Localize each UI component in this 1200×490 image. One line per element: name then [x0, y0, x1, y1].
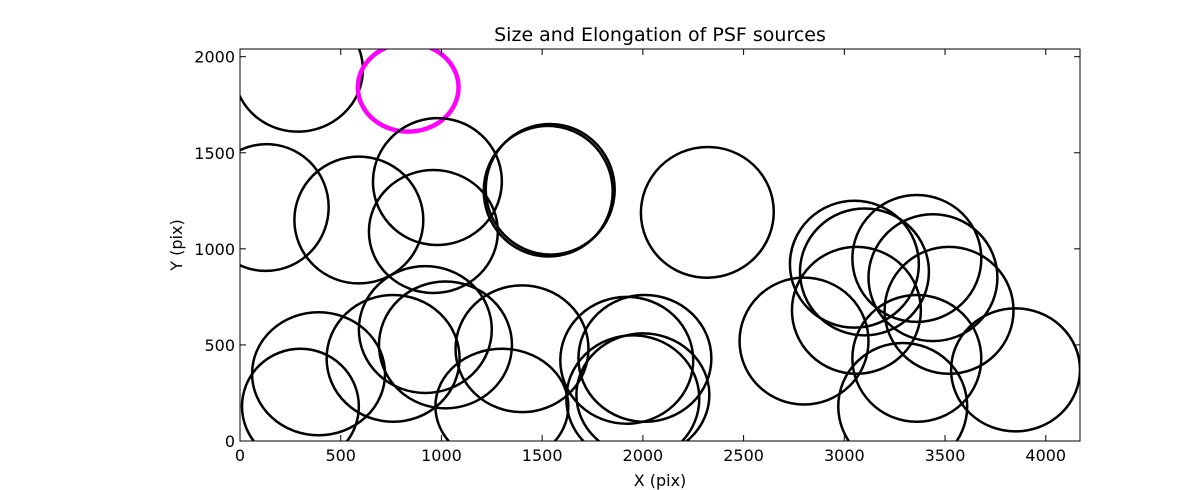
tick-layer: 0 500 1000 1500 2000 2500 3000 3500 4000 0 500 1000… — [194, 48, 1080, 465]
psf-source — [639, 145, 776, 279]
plot-frame — [239, 48, 1081, 442]
psf-source — [577, 293, 713, 424]
psf-source — [788, 199, 921, 329]
psf-source — [738, 276, 870, 406]
psf-source — [837, 341, 969, 441]
x-tick-label: 0 — [235, 446, 245, 465]
psf-source — [482, 124, 614, 258]
psf-source — [293, 155, 425, 285]
y-tick-label: 0 — [225, 432, 235, 451]
ellipse-layer — [240, 49, 1080, 441]
chart-title: Size and Elongation of PSF sources — [494, 24, 826, 46]
x-tick-label: 1500 — [522, 446, 563, 465]
x-tick-label: 4000 — [1025, 446, 1066, 465]
x-tick-label: 500 — [325, 446, 356, 465]
psf-source — [867, 213, 999, 343]
psf-source — [240, 49, 365, 133]
psf-source — [371, 116, 504, 247]
psf-source — [883, 245, 1015, 375]
psf-source — [240, 347, 361, 441]
psf-source — [377, 280, 514, 410]
psf-source — [851, 293, 983, 424]
psf-source-highlight — [355, 49, 461, 134]
x-axis-label: X (pix) — [634, 471, 687, 490]
psf-source — [575, 332, 711, 441]
y-tick-label: 1000 — [194, 240, 235, 259]
psf-source — [798, 207, 931, 337]
psf-source — [325, 293, 461, 424]
x-tick-label: 3000 — [824, 446, 865, 465]
psf-source — [357, 264, 494, 395]
psf-source — [851, 193, 983, 324]
y-tick-label: 2000 — [194, 48, 235, 67]
psf-source — [240, 142, 330, 273]
x-tick-label: 3500 — [925, 446, 966, 465]
y-axis-label: Y (pix) — [167, 219, 186, 271]
psf-source — [454, 284, 590, 414]
psf-source — [484, 122, 616, 256]
y-tick-label: 500 — [204, 336, 235, 355]
x-tick-label: 2000 — [623, 446, 664, 465]
psf-source — [434, 347, 570, 441]
x-tick-label: 2500 — [723, 446, 764, 465]
y-tick-label: 1500 — [194, 144, 235, 163]
x-tick-label: 1000 — [421, 446, 462, 465]
psf-source — [565, 334, 701, 441]
psf-source — [790, 245, 923, 375]
